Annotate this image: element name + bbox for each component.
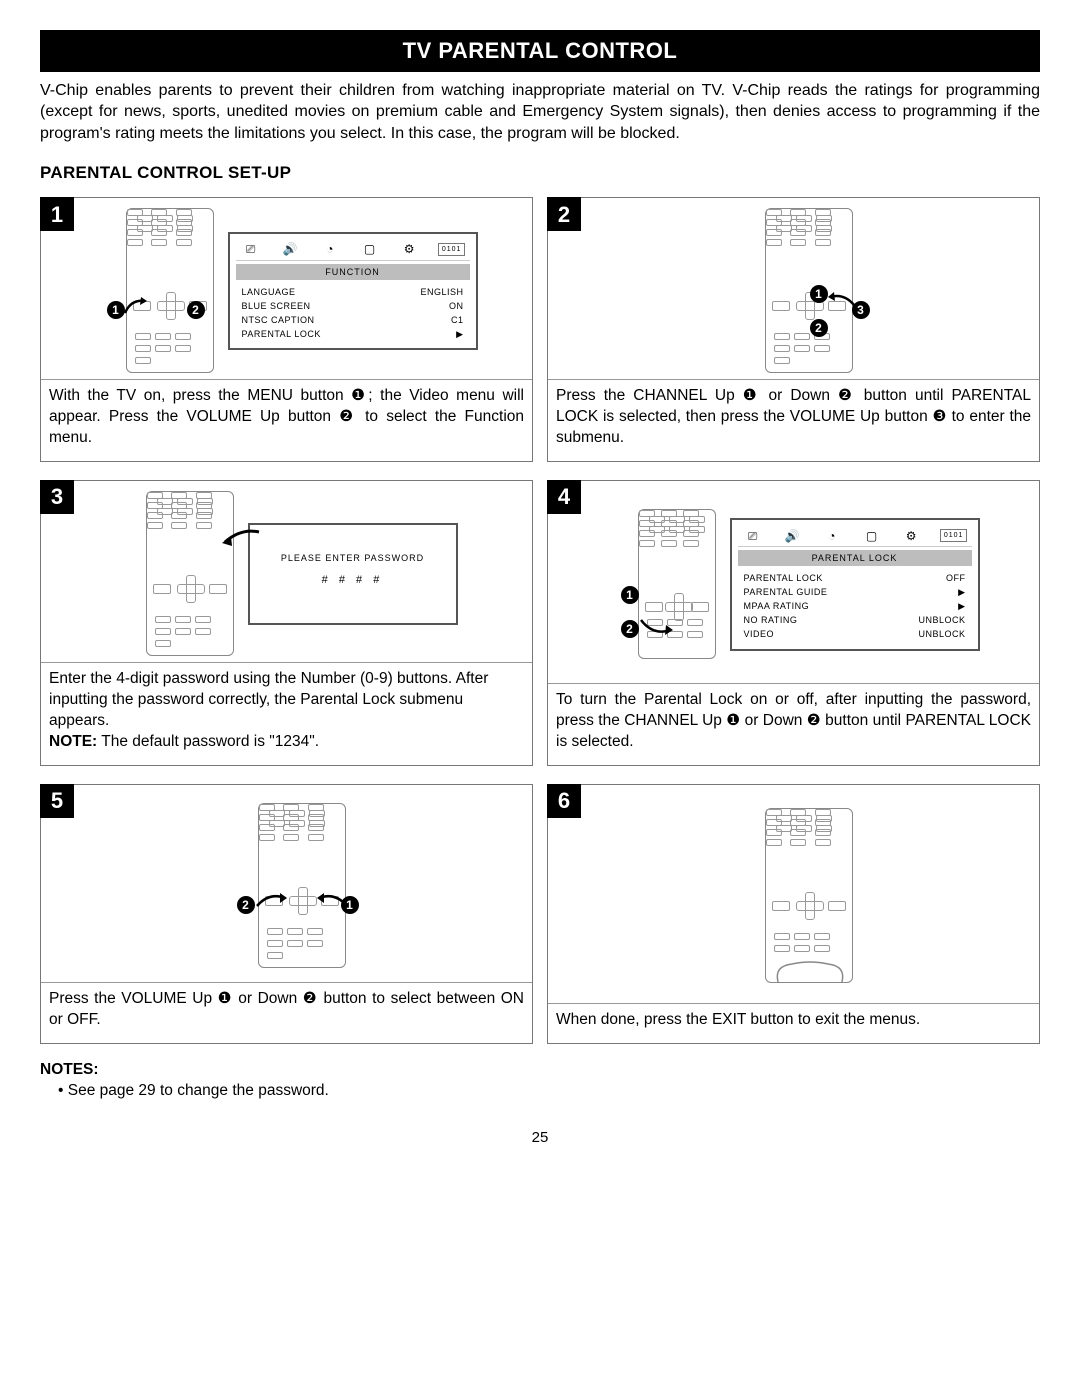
- step-6-illustration: [548, 785, 1039, 1003]
- notes-item: See page 29 to change the password.: [58, 1081, 1040, 1102]
- step-2-caption: Press the CHANNEL Up ❶ or Down ❷ button …: [548, 379, 1039, 461]
- remote-diagram: 1 2 3: [765, 208, 853, 373]
- step-3: 3 PLEASE ENTER PASSWORD: [40, 480, 533, 766]
- steps-grid: 1 1 2: [40, 197, 1040, 1043]
- intro-text: V-Chip enables parents to prevent their …: [40, 80, 1040, 145]
- osd-header-code: 0101: [438, 243, 466, 256]
- exit-button-icon: [828, 901, 846, 911]
- step-number: 3: [40, 480, 74, 514]
- note-label: NOTE:: [49, 733, 97, 750]
- osd-item-value: UNBLOCK: [918, 614, 965, 626]
- section-subtitle: PARENTAL CONTROL SET-UP: [40, 162, 1040, 185]
- osd-password-box: PLEASE ENTER PASSWORD # # # #: [248, 523, 458, 625]
- osd-item-label: MPAA RATING: [744, 600, 810, 612]
- callout-1: 1: [621, 586, 639, 604]
- osd-item-value: OFF: [946, 572, 966, 584]
- pw-prompt: PLEASE ENTER PASSWORD: [250, 549, 456, 569]
- step-6-caption: When done, press the EXIT button to exit…: [548, 1003, 1039, 1043]
- callout-2: 2: [187, 301, 205, 319]
- osd-item-value: ENGLISH: [420, 286, 463, 298]
- arrow-icon: [315, 890, 349, 910]
- osd-icon-input: ⎚: [742, 528, 764, 544]
- osd-item-label: LANGUAGE: [242, 286, 296, 298]
- osd-item-label: PARENTAL GUIDE: [744, 586, 828, 598]
- osd-item-value: ▶: [958, 600, 965, 612]
- callout-2: 2: [621, 620, 639, 638]
- remote-diagram: 1 2: [258, 803, 346, 968]
- callout-2: 2: [810, 319, 828, 337]
- osd-bar: PARENTAL LOCK: [738, 550, 972, 566]
- step-5: 5 1 2: [40, 784, 533, 1044]
- osd-item-value: ▶: [456, 328, 463, 340]
- step-5-illustration: 1 2: [41, 785, 532, 982]
- osd-icon-audio: 🔊: [781, 528, 803, 544]
- osd-icon-setup: ⚙: [398, 242, 420, 258]
- osd-item-label: VIDEO: [744, 628, 775, 640]
- step-number: 6: [547, 784, 581, 818]
- arrow-icon: [123, 295, 163, 315]
- remote-diagram: [765, 808, 853, 983]
- osd-bar: FUNCTION: [236, 264, 470, 280]
- osd-icon-setup: ⚙: [900, 528, 922, 544]
- step-4: 4 1 2: [547, 480, 1040, 766]
- osd-icon-timer: ◔: [319, 242, 341, 258]
- osd-item-label: PARENTAL LOCK: [744, 572, 823, 584]
- callout-2: 2: [237, 896, 255, 914]
- osd-item-value: ▶: [958, 586, 965, 598]
- caption-main: Enter the 4-digit password using the Num…: [49, 670, 488, 729]
- step-2: 2 1 2 3: [547, 197, 1040, 462]
- step-number: 5: [40, 784, 74, 818]
- remote-diagram: [146, 491, 234, 656]
- arrow-icon: [639, 618, 677, 638]
- osd-icon-input: ⎚: [240, 242, 262, 258]
- note-text: The default password is "1234".: [97, 733, 319, 750]
- step-4-caption: To turn the Parental Lock on or off, aft…: [548, 683, 1039, 765]
- osd-parental-menu: ⎚ 🔊 ◔ ▢ ⚙ 0101 PARENTAL LOCK PARENTAL LO…: [730, 518, 980, 651]
- step-2-illustration: 1 2 3: [548, 198, 1039, 379]
- osd-icon-tv: ▢: [861, 528, 883, 544]
- osd-item-value: UNBLOCK: [918, 628, 965, 640]
- osd-icon-timer: ◔: [821, 528, 843, 544]
- osd-icon-audio: 🔊: [279, 242, 301, 258]
- notes-section: NOTES: See page 29 to change the passwor…: [40, 1060, 1040, 1102]
- step-1-illustration: 1 2 ⎚ 🔊 ◔ ▢ ⚙ 0101 FUNCTION LANGUAGE ENGL…: [41, 198, 532, 379]
- step-number: 2: [547, 197, 581, 231]
- step-3-caption: Enter the 4-digit password using the Num…: [41, 662, 532, 765]
- step-4-illustration: 1 2 ⎚ 🔊 ◔ ▢ ⚙ 0101 PARENTAL LOCK PARENTA…: [548, 481, 1039, 683]
- osd-item-label: BLUE SCREEN: [242, 300, 311, 312]
- osd-item-value: ON: [449, 300, 464, 312]
- page-number: 25: [40, 1128, 1040, 1148]
- osd-item-label: NO RATING: [744, 614, 798, 626]
- remote-diagram: 1 2: [126, 208, 214, 373]
- notes-heading: NOTES:: [40, 1060, 1040, 1081]
- pw-placeholder: # # # #: [250, 568, 456, 592]
- arrow-icon: [255, 890, 289, 910]
- step-1-caption: With the TV on, press the MENU button ❶;…: [41, 379, 532, 461]
- osd-item-value: C1: [451, 314, 464, 326]
- step-number: 4: [547, 480, 581, 514]
- arrow-icon: [219, 528, 261, 552]
- osd-item-label: PARENTAL LOCK: [242, 328, 321, 340]
- page-title-bar: TV PARENTAL CONTROL: [40, 30, 1040, 72]
- remote-diagram: 1 2: [638, 509, 716, 659]
- osd-function-menu: ⎚ 🔊 ◔ ▢ ⚙ 0101 FUNCTION LANGUAGEENGLISH …: [228, 232, 478, 351]
- step-5-caption: Press the VOLUME Up ❶ or Down ❷ button t…: [41, 982, 532, 1043]
- osd-header-code: 0101: [940, 529, 968, 542]
- step-number: 1: [40, 197, 74, 231]
- step-6: 6 When done, press: [547, 784, 1040, 1044]
- page-title: TV PARENTAL CONTROL: [403, 38, 678, 63]
- hand-icon: [772, 958, 848, 984]
- arrow-icon: [826, 291, 856, 309]
- osd-icon-tv: ▢: [359, 242, 381, 258]
- step-1: 1 1 2: [40, 197, 533, 462]
- step-3-illustration: PLEASE ENTER PASSWORD # # # #: [41, 481, 532, 662]
- osd-item-label: NTSC CAPTION: [242, 314, 315, 326]
